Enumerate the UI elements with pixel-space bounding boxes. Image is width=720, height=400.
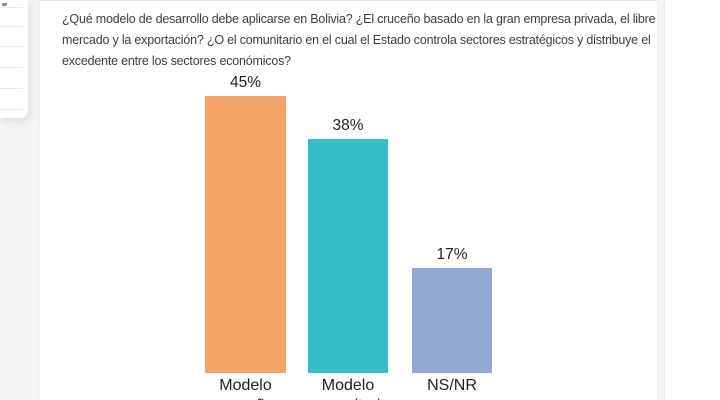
bar-group-modelo-cruceno: 45% Modelo cruceño (205, 1, 286, 400)
left-panel-cutoff (0, 0, 28, 118)
list-divider (0, 88, 23, 89)
category-label-line1: Modelo (219, 377, 272, 394)
value-label: 17% (436, 246, 468, 263)
category-label-line2-cutoff: comunitario (273, 396, 423, 400)
value-label: 45% (229, 74, 262, 91)
bar-group-nsnr: 17% NS/NR (412, 1, 492, 394)
bar-chart: 45% Modelo cruceño 38% Modelo comunitari… (40, 1, 657, 400)
bar-nsnr (412, 268, 492, 373)
category-label: Modelo cruceño (171, 376, 321, 400)
list-divider (0, 7, 23, 8)
category-label: Modelo comunitario (273, 376, 423, 400)
category-label-line1: Modelo (321, 377, 375, 394)
bar-modelo-cruceno (205, 96, 286, 373)
category-label: NS/NR (377, 376, 527, 396)
list-divider (0, 46, 23, 47)
right-panel-edge (665, 0, 720, 400)
category-label-line1: NS/NR (427, 377, 477, 394)
list-divider (0, 67, 23, 68)
question-text: ¿Qué modelo de desarrollo debe aplicarse… (62, 12, 656, 68)
list-divider (0, 26, 23, 27)
main-card: ¿Qué modelo de desarrollo debe aplicarse… (40, 0, 657, 400)
bar-modelo-comunitario (308, 139, 388, 373)
category-label-line2-cutoff: cruceño (171, 396, 321, 400)
bar-group-modelo-comunitario: 38% Modelo comunitario (307, 1, 390, 400)
value-label: 38% (332, 117, 364, 134)
list-divider (0, 109, 23, 110)
cutoff-text-fragment (1, 2, 8, 7)
